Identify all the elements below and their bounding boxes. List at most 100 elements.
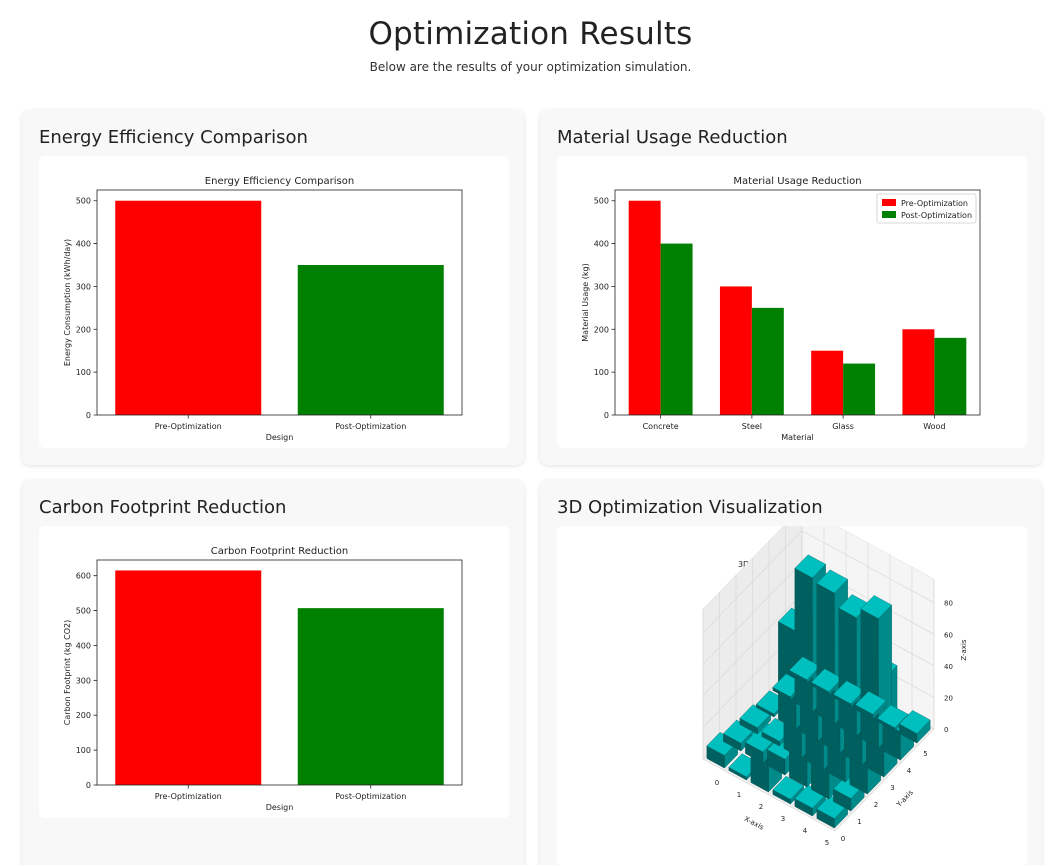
x-tick-label-wood: Wood	[923, 422, 945, 431]
y-tick-label: 400	[594, 240, 609, 249]
plot-frame	[96, 559, 463, 786]
viz3d-plot-area: 3D Optimization Visualization54321001234…	[557, 526, 1027, 865]
y-tick-label: 2	[874, 801, 878, 809]
bar3d-5-5-top	[789, 656, 821, 681]
bar3d-4-5-top	[811, 668, 843, 693]
energy-card-title: Energy Efficiency Comparison	[39, 127, 308, 148]
bar3d-3-5-top	[833, 680, 865, 705]
x-tick-label: 4	[803, 827, 808, 835]
bar-post-optimization	[297, 265, 444, 415]
y-tick-label: 500	[76, 197, 91, 206]
bar-glass-post-optimization	[843, 363, 876, 415]
y-tick-label: 200	[76, 325, 91, 334]
y-tick-label: 500	[76, 607, 91, 616]
y-tick-label: 200	[594, 325, 609, 334]
legend-box	[876, 193, 977, 224]
z-tick-label: 60	[944, 631, 953, 639]
y-axis-label: Y-axis	[895, 788, 916, 809]
material-card: Material Usage Reduction Material Usage …	[540, 110, 1042, 465]
chart-title: Material Usage Reduction	[733, 176, 861, 187]
y-tick-label: 0	[841, 835, 845, 843]
y-tick-label: 100	[76, 746, 91, 755]
page-header: Optimization Results Below are the resul…	[0, 16, 1061, 74]
x-tick-label: 5	[825, 839, 829, 847]
y-tick-label: 300	[76, 676, 91, 685]
y-tick-label: 0	[86, 781, 91, 790]
material-chart: Material Usage Reduction Concrete Steel Gla…	[581, 176, 981, 442]
z-tick-label: 0	[944, 726, 948, 734]
bar3d-3-4-top	[816, 569, 848, 594]
material-plot-area: Material Usage Reduction Concrete Steel Gla…	[557, 156, 1027, 448]
y-tick-label: 500	[594, 197, 609, 206]
bar3d-0-5-top	[899, 710, 931, 734]
y-axis-label: Material Usage (kg)	[581, 263, 590, 341]
bar-steel-post-optimization	[751, 307, 784, 415]
legend-label-pre-optimization: Pre-Optimization	[901, 199, 968, 208]
y-tick-label: 400	[76, 641, 91, 650]
x-tick-label: 3	[781, 815, 785, 823]
y-tick-label: 200	[76, 711, 91, 720]
x-tick-label-concrete: Concrete	[643, 422, 679, 431]
x-tick-label: 1	[737, 791, 741, 799]
bar3d-2-5-top	[855, 691, 887, 715]
z-tick-label: 80	[944, 600, 953, 608]
carbon-chart: Carbon Footprint Reduction Pre-Optimizati…	[63, 546, 463, 812]
y-tick-label: 100	[594, 368, 609, 377]
x-tick-label-post-optimization: Post-Optimization	[335, 792, 406, 801]
z-tick-label: 40	[944, 663, 953, 671]
y-tick-label: 1	[857, 818, 861, 826]
bar3d-2-4-side	[838, 607, 857, 737]
x-tick-label-post-optimization: Post-Optimization	[335, 422, 406, 431]
y-tick-label: 300	[594, 282, 609, 291]
material-card-title: Material Usage Reduction	[557, 127, 788, 148]
bar-glass-pre-optimization	[811, 350, 844, 415]
carbon-card: Carbon Footprint Reduction Carbon Footpr…	[22, 480, 524, 865]
x-tick-label: 0	[715, 779, 719, 787]
viz3d-card: 3D Optimization Visualization 3D Optimiz…	[540, 480, 1042, 865]
x-tick-label-glass: Glass	[832, 422, 854, 431]
plot-frame	[96, 189, 463, 416]
bar-concrete-post-optimization	[660, 243, 693, 415]
bar-pre-optimization	[115, 200, 262, 415]
bar3d-1-4-side	[860, 608, 879, 749]
bar3d-2-0-top	[772, 776, 804, 800]
viz3d-chart: 3D Optimization Visualization54321001234…	[702, 526, 968, 847]
y-tick-label: 3	[890, 784, 894, 792]
energy-plot-area: Energy Efficiency Comparison Pre-Optimiza…	[39, 156, 509, 448]
bar3d-4-4-top	[794, 554, 826, 579]
bar-wood-pre-optimization	[902, 329, 935, 415]
x-tick-label-pre-optimization: Pre-Optimization	[155, 792, 222, 801]
bar-concrete-pre-optimization	[628, 200, 661, 415]
bar3d-1-4-top	[860, 595, 892, 619]
chart-title: Carbon Footprint Reduction	[211, 546, 348, 557]
carbon-plot-area: Carbon Footprint Reduction Pre-Optimizati…	[39, 526, 509, 818]
page-subtitle: Below are the results of your optimizati…	[369, 60, 692, 74]
grid-line-z	[702, 530, 935, 633]
y-tick-label: 4	[907, 767, 912, 775]
z-tick-label: 20	[944, 694, 953, 702]
y-tick-label: 0	[86, 411, 91, 420]
carbon-card-title: Carbon Footprint Reduction	[39, 497, 287, 518]
x-axis-label: X-axis	[743, 815, 766, 832]
y-tick-label: 300	[76, 282, 91, 291]
x-axis-label: Material	[781, 433, 814, 442]
y-tick-label: 600	[76, 572, 91, 581]
z-axis-label: Z-axis	[960, 639, 968, 661]
bar-steel-pre-optimization	[719, 286, 752, 415]
y-tick-label: 400	[76, 240, 91, 249]
y-tick-label: 100	[76, 368, 91, 377]
plot-frame	[614, 189, 981, 416]
bar-pre-optimization	[115, 570, 262, 785]
bar-wood-post-optimization	[934, 337, 967, 415]
bar3d-4-4-side	[794, 568, 813, 713]
y-tick-label: 5	[923, 750, 927, 758]
viz3d-card-title: 3D Optimization Visualization	[557, 497, 823, 518]
bar-post-optimization	[297, 608, 444, 785]
bar3d-3-4-side	[816, 583, 835, 725]
legend-swatch-post-optimization	[882, 211, 896, 218]
legend-swatch-pre-optimization	[882, 199, 896, 206]
page-title: Optimization Results	[368, 16, 693, 52]
chart-title: Energy Efficiency Comparison	[205, 176, 354, 187]
y-axis-label: Carbon Footprint (kg CO2)	[63, 620, 72, 725]
x-axis-label: Design	[266, 433, 294, 442]
